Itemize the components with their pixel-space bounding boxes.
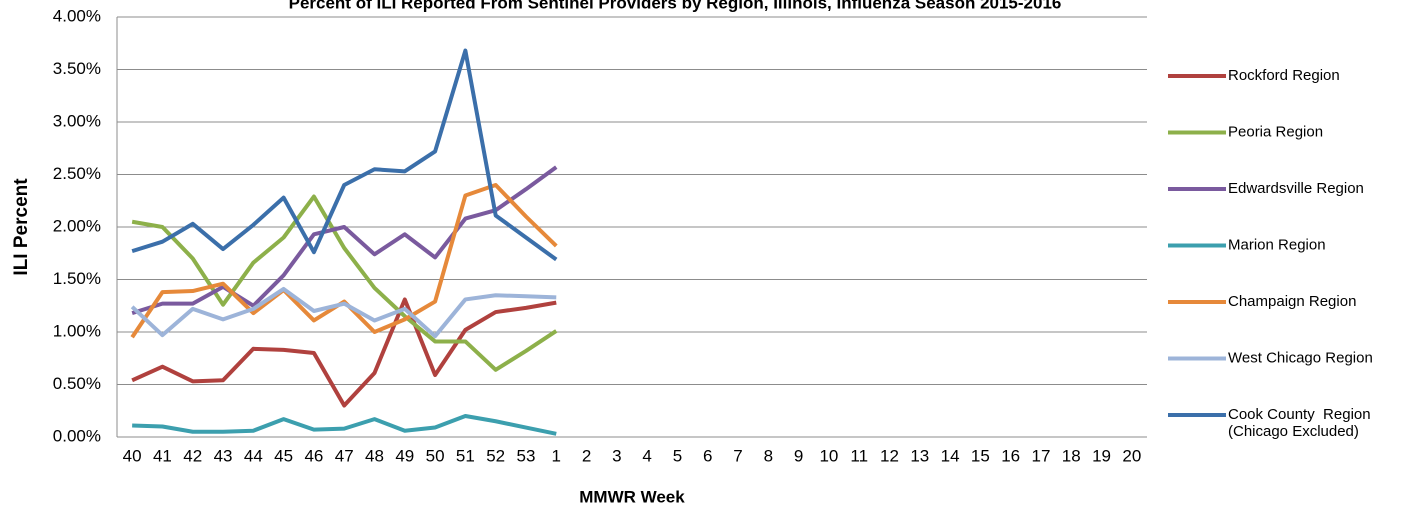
x-tick-label: 8: [764, 446, 773, 465]
x-tick-label: 10: [819, 446, 838, 465]
x-tick-label: 3: [612, 446, 621, 465]
series-line: [130, 183, 558, 339]
x-tick-label: 45: [274, 446, 293, 465]
y-tick-label: 2.00%: [53, 216, 101, 235]
x-tick-label: 15: [971, 446, 990, 465]
x-tick-label: 18: [1062, 446, 1081, 465]
chart-title: Percent of ILI Reported From Sentinel Pr…: [289, 0, 1062, 12]
x-tick-label: 14: [941, 446, 960, 465]
x-tick-label: 50: [426, 446, 445, 465]
x-tick-label: 48: [365, 446, 384, 465]
y-tick-label: 3.50%: [53, 59, 101, 78]
legend-label: Rockford Region: [1228, 67, 1340, 84]
x-tick-label: 6: [703, 446, 712, 465]
series-line: [131, 194, 558, 372]
y-tick-label: 2.50%: [53, 164, 101, 183]
x-tick-label: 7: [733, 446, 742, 465]
x-axis-label: MMWR Week: [579, 487, 685, 506]
legend-label: Marion Region: [1228, 236, 1326, 253]
legend-label: West Chicago Region: [1228, 349, 1373, 366]
x-tick-label: 2: [582, 446, 591, 465]
series-line: [132, 414, 557, 436]
x-tick-label: 44: [244, 446, 263, 465]
x-tick-label: 51: [456, 446, 475, 465]
legend-label: Peoria Region: [1228, 123, 1323, 140]
y-tick-label: 1.00%: [53, 321, 101, 340]
x-tick-label: 46: [304, 446, 323, 465]
y-tick-label: 0.50%: [53, 374, 101, 393]
series-line: [131, 48, 558, 262]
x-tick-label: 47: [335, 446, 354, 465]
y-tick-label: 1.50%: [53, 269, 101, 288]
legend-label: Cook County Region (Chicago Excluded): [1228, 406, 1371, 440]
y-tick-label: 4.00%: [53, 6, 101, 25]
y-tick-label: 3.00%: [53, 111, 101, 130]
x-tick-label: 43: [214, 446, 233, 465]
series-line: [131, 165, 558, 316]
x-tick-label: 53: [517, 446, 536, 465]
x-tick-label: 19: [1092, 446, 1111, 465]
x-tick-label: 12: [880, 446, 899, 465]
x-tick-label: 11: [850, 446, 868, 465]
series-line: [131, 297, 557, 408]
x-tick-label: 5: [673, 446, 682, 465]
x-tick-label: 1: [552, 446, 561, 465]
x-tick-label: 4: [642, 446, 651, 465]
x-tick-label: 49: [395, 446, 414, 465]
x-tick-label: 20: [1122, 446, 1141, 465]
legend-label: Champaign Region: [1228, 293, 1356, 310]
y-axis-label: ILI Percent: [11, 178, 32, 276]
x-tick-label: 42: [183, 446, 202, 465]
x-tick-label: 16: [1001, 446, 1020, 465]
x-tick-label: 40: [123, 446, 142, 465]
x-tick-label: 17: [1032, 446, 1051, 465]
x-tick-label: 41: [153, 446, 172, 465]
y-tick-label: 0.00%: [53, 426, 101, 445]
x-tick-label: 52: [486, 446, 505, 465]
legend-label: Edwardsville Region: [1228, 180, 1364, 197]
x-tick-label: 13: [910, 446, 929, 465]
series-line: [130, 286, 557, 339]
x-tick-label: 9: [794, 446, 803, 465]
